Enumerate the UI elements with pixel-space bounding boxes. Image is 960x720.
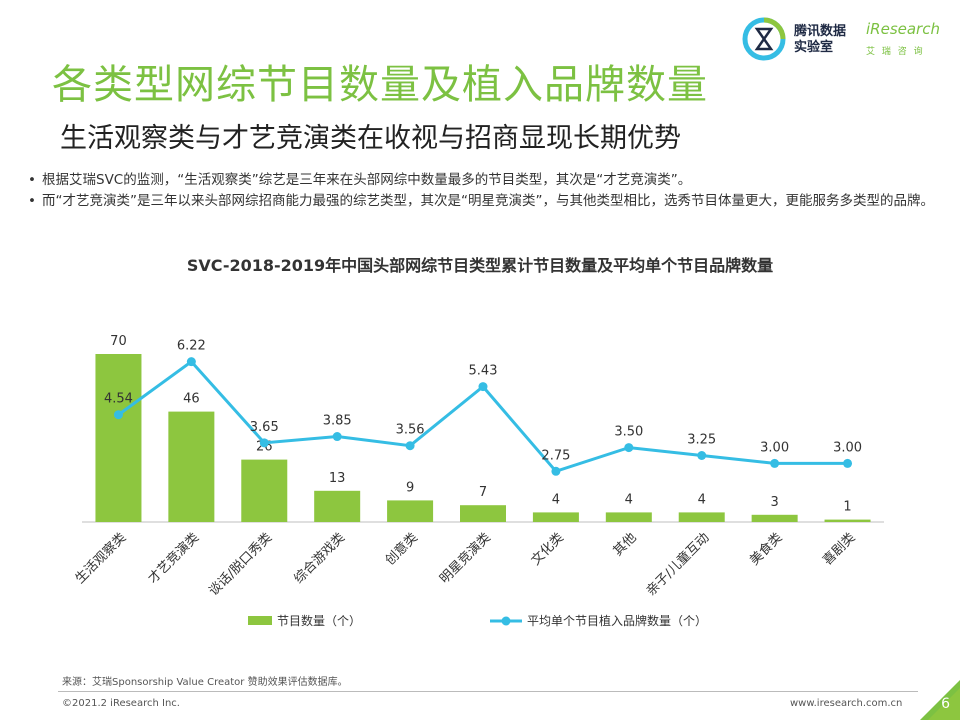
website-url: www.iresearch.com.cn [790, 698, 903, 709]
line-point [186, 357, 196, 367]
bar-value-label: 4 [552, 492, 560, 507]
line-point [624, 443, 634, 453]
legend-bar-swatch [248, 616, 272, 625]
iresearch-logo: iResearch [866, 20, 940, 38]
x-tick-label: 文化类 [529, 530, 567, 568]
x-tick-label: 才艺竞演类 [145, 530, 202, 587]
tencent-logo-line2: 实验室 [794, 40, 834, 55]
bar-value-label: 9 [406, 480, 414, 495]
line-value-label: 3.00 [760, 440, 789, 455]
x-tick-label: 喜剧类 [820, 530, 858, 568]
bar [241, 459, 288, 522]
line-value-label: 3.50 [614, 425, 643, 440]
line-point [843, 458, 853, 468]
tencent-logo-line1: 腾讯数据 [794, 24, 847, 39]
line-point [697, 451, 707, 460]
tencent-data-lab-logo [742, 17, 786, 61]
legend-line-label: 平均单个节目植入品牌数量（个） [527, 613, 707, 628]
line-value-label: 3.85 [323, 414, 352, 429]
x-tick-label: 谈话/脱口秀类 [206, 530, 275, 599]
bar-value-label: 4 [625, 492, 633, 507]
bar [824, 519, 871, 522]
bar-value-label: 3 [770, 495, 778, 510]
legend-bar-label: 节目数量（个） [277, 613, 361, 628]
line-value-label: 5.43 [469, 364, 498, 379]
line-point [113, 410, 123, 420]
chart-title: SVC-2018-2019年中国头部网综节目类型累计节目数量及平均单个节目品牌数… [186, 256, 774, 275]
bar-value-label: 4 [698, 492, 706, 507]
bar [532, 512, 579, 522]
line-value-label: 6.22 [177, 339, 206, 354]
x-tick-label: 美食类 [747, 530, 786, 569]
line-value-label: 3.56 [396, 423, 425, 438]
line-value-label: 4.54 [104, 392, 133, 407]
bullet-item: 根据艾瑞SVC的监测，“生活观察类”综艺是三年来在头部网综中数量最多的节目类型，… [26, 170, 936, 191]
line-point [478, 382, 488, 392]
line-value-label: 3.25 [687, 433, 716, 448]
copyright: ©2021.2 iResearch Inc. [62, 698, 180, 709]
bullet-list: 根据艾瑞SVC的监测，“生活观察类”综艺是三年来在头部网综中数量最多的节目类型，… [26, 170, 936, 212]
bar [168, 411, 215, 522]
bar [314, 490, 361, 522]
bar [751, 514, 798, 522]
page-subtitle: 生活观察类与才艺竞演类在收视与招商显现长期优势 [60, 123, 681, 154]
corner-decoration [920, 680, 960, 720]
x-tick-label: 创意类 [382, 530, 421, 569]
page-number: 6 [941, 696, 950, 712]
tencent-logo-text: 腾讯数据 实验室 [794, 24, 846, 56]
line-value-label: 2.75 [541, 448, 570, 463]
bar [460, 505, 506, 522]
x-tick-label: 综合游戏类 [291, 530, 348, 587]
bar-value-label: 13 [329, 471, 346, 486]
bar [387, 500, 434, 522]
x-tick-label: 生活观察类 [73, 530, 130, 587]
x-tick-label: 其他 [611, 530, 640, 559]
bar-value-label: 7 [479, 485, 487, 500]
line-point [551, 466, 561, 476]
bar-value-label: 70 [110, 334, 127, 349]
bar-value-label: 1 [843, 500, 851, 515]
bar [95, 354, 142, 522]
footer-divider [58, 691, 918, 692]
legend-line-marker [501, 616, 511, 626]
page-title: 各类型网综节目数量及植入品牌数量 [52, 62, 708, 108]
bar [605, 512, 652, 522]
combo-chart: 7046261397444314.546.223.653.853.565.432… [73, 334, 884, 628]
line-point [259, 438, 269, 448]
line-point [770, 458, 780, 468]
line-point [405, 441, 415, 451]
source-note: 来源：艾瑞Sponsorship Value Creator 赞助效果评估数据库… [62, 677, 348, 688]
line-value-label: 3.00 [833, 440, 862, 455]
bar [678, 512, 725, 522]
bullet-item: 而“才艺竞演类”是三年以来头部网综招商能力最强的综艺类型，其次是“明星竞演类”，… [26, 191, 936, 212]
x-tick-label: 明星竞演类 [437, 530, 494, 587]
x-tick-label: 亲子/儿童互动 [643, 530, 713, 600]
line-point [332, 432, 342, 442]
bar-value-label: 46 [183, 392, 200, 407]
iresearch-logo-subtitle: 艾 瑞 咨 询 [866, 47, 925, 57]
line-value-label: 3.65 [250, 420, 279, 435]
